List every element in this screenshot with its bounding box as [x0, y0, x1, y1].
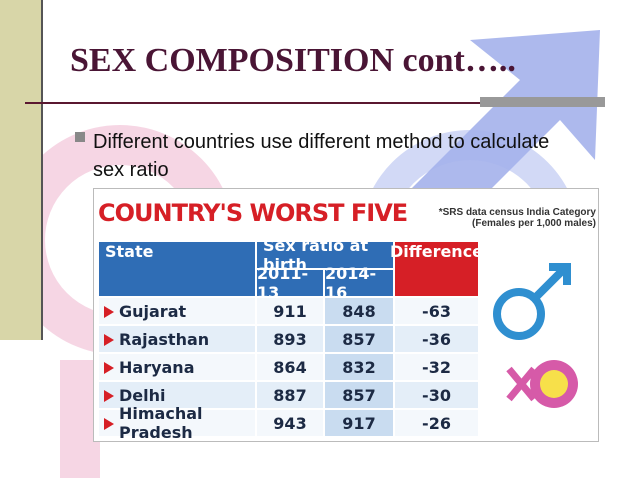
state-cell: Delhi [98, 381, 256, 409]
number-cell: -36 [394, 325, 479, 353]
number-cell: -26 [394, 409, 479, 437]
row-arrow [104, 418, 114, 430]
row-arrow [104, 362, 114, 374]
number-cell: 917 [324, 409, 394, 437]
number-cell: 848 [324, 297, 394, 325]
table-title: COUNTRY'S WORST FIVE [98, 199, 408, 227]
table-note: *SRS data census India Category (Females… [438, 207, 596, 229]
number-cell: 911 [256, 297, 324, 325]
number-cell: 887 [256, 381, 324, 409]
number-cell: 857 [324, 381, 394, 409]
slide-title: SEX COMPOSITION cont….. [70, 42, 516, 79]
state-cell: Rajasthan [98, 325, 256, 353]
row-arrow [104, 334, 114, 346]
number-cell: -32 [394, 353, 479, 381]
bullet-text: Different countries use different method… [93, 131, 550, 181]
number-cell: 864 [256, 353, 324, 381]
table-image: COUNTRY'S WORST FIVE *SRS data census In… [93, 188, 599, 442]
state-cell: Haryana [98, 353, 256, 381]
gender-symbols [493, 263, 578, 408]
row-arrow [104, 306, 114, 318]
state-cell: Gujarat [98, 297, 256, 325]
row-arrow [104, 390, 114, 402]
number-cell: -63 [394, 297, 479, 325]
number-cell: 857 [324, 325, 394, 353]
number-cell: 893 [256, 325, 324, 353]
subheader-cell: 2014-16 [324, 264, 394, 302]
number-cell: 832 [324, 353, 394, 381]
number-cell: -30 [394, 381, 479, 409]
header-cell: Difference [390, 241, 483, 297]
header-cell: State [98, 241, 256, 297]
number-cell: 943 [256, 409, 324, 437]
state-cell: Himachal Pradesh [98, 404, 256, 442]
subheader-cell: 2011-13 [256, 264, 324, 302]
